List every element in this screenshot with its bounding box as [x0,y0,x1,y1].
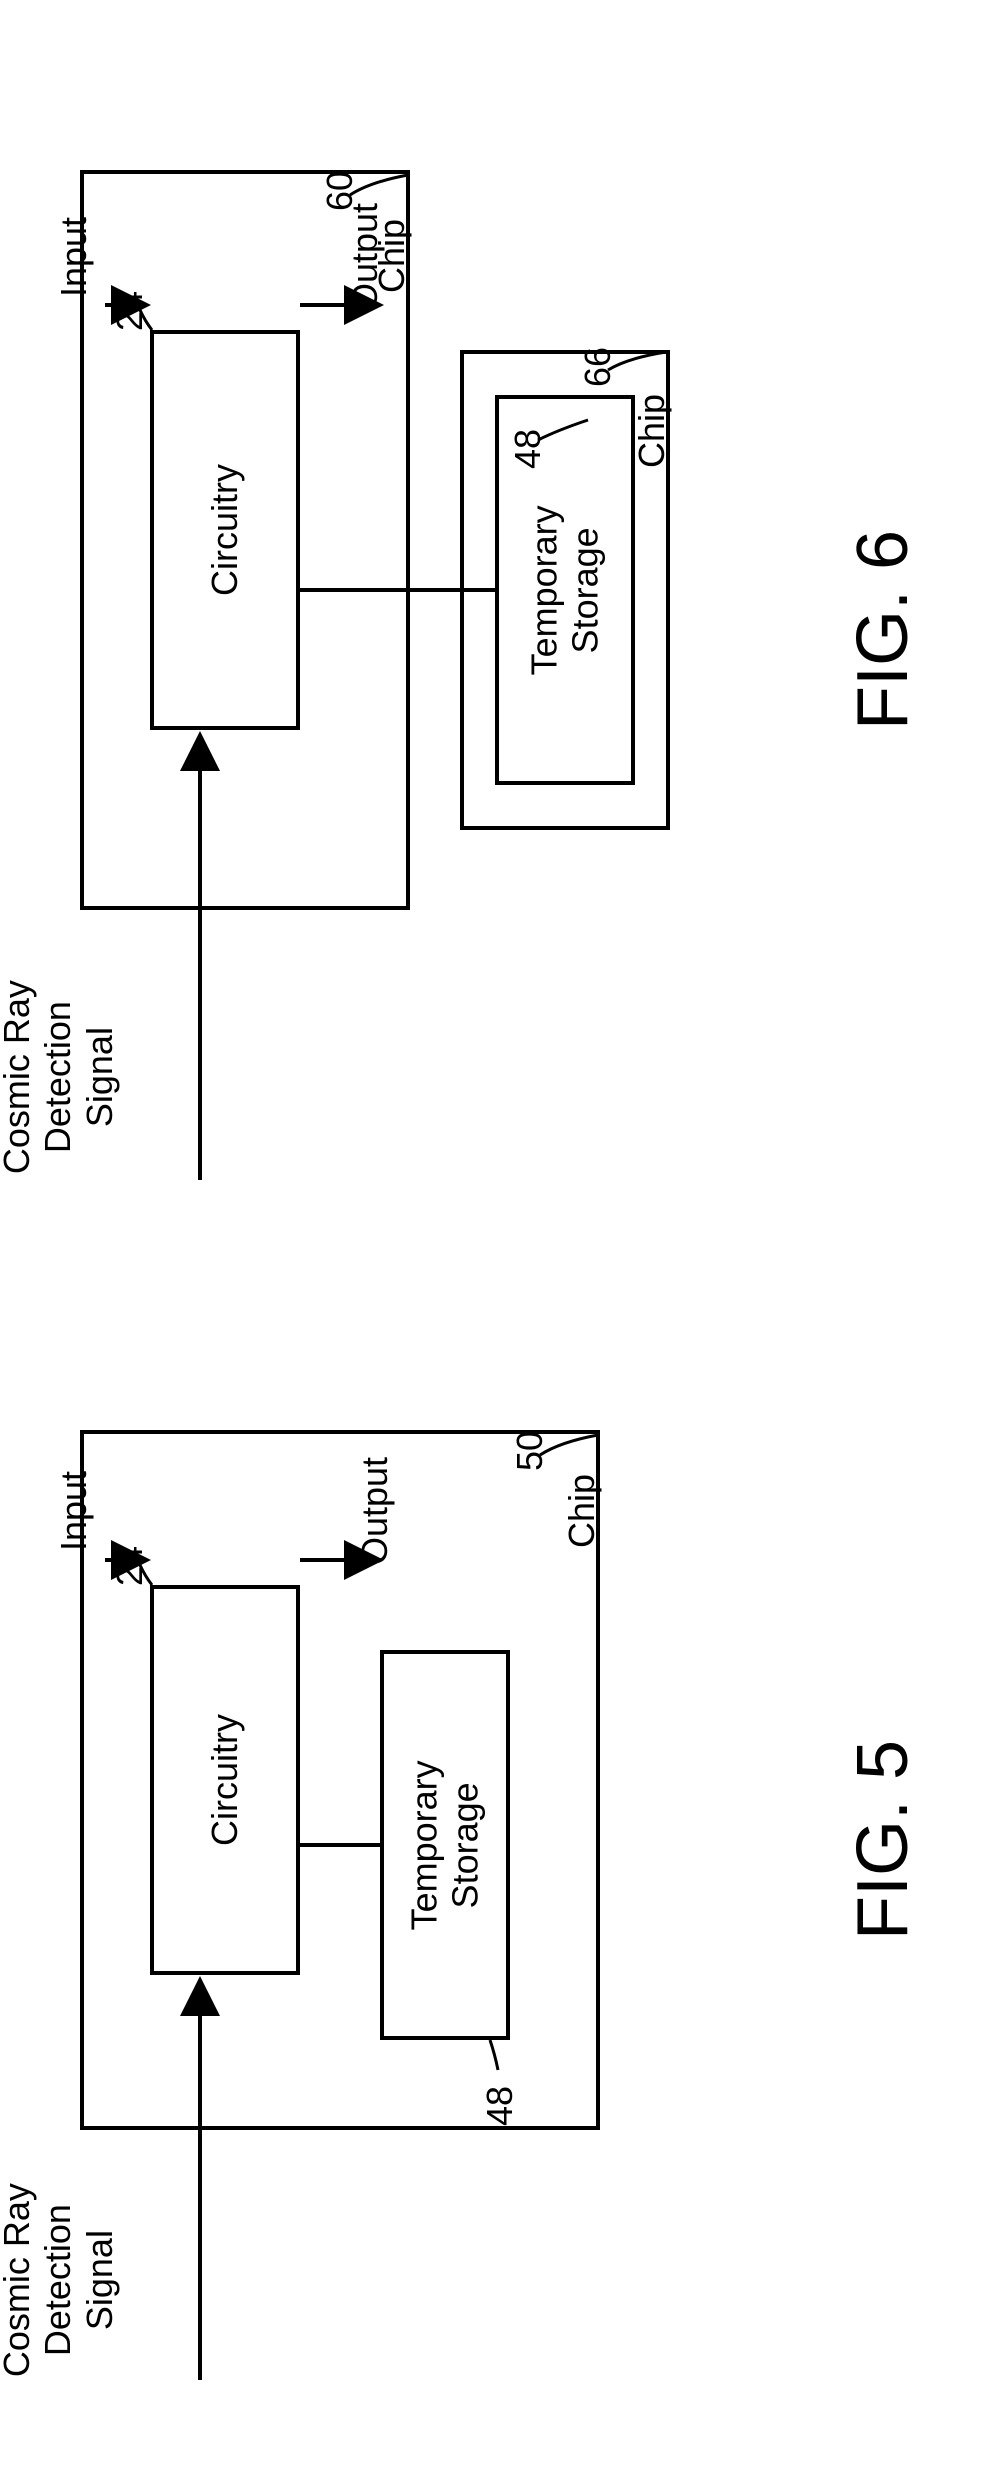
fig5-storage-label2: Storage [445,1760,486,1930]
fig6-signal-l3: Signal [79,947,120,1207]
fig5-output-label: Output [354,1441,396,1581]
fig6-signal-label: Cosmic Ray Detection Signal [0,947,120,1207]
fig5-storage-label-wrap: Temporary Storage [404,1760,487,1930]
fig6-ref-24: 24 [109,291,151,331]
fig5-ref-24: 24 [109,1546,151,1586]
fig5-caption: FIG. 5 [842,1740,924,1940]
fig6-ref-60: 60 [319,171,361,211]
fig6-ref-66: 66 [577,347,619,387]
fig6-diagram: Circuitry Temporary Storage Input Output… [20,40,653,1220]
fig5-circuitry-label: Circuitry [204,1714,246,1846]
fig6-chip-storage-label: Chip [631,381,673,481]
fig5-diagram: Circuitry Temporary Storage Input Output… [20,1280,653,2400]
fig5-circuitry-box: Circuitry [150,1585,300,1975]
fig5-ref-48: 48 [479,2086,521,2126]
fig5-ref-50: 50 [509,1431,551,1471]
figure-6: Circuitry Temporary Storage Input Output… [20,40,983,1220]
fig5-storage-label1: Temporary [404,1760,445,1930]
fig6-circuitry-box: Circuitry [150,330,300,730]
fig6-storage-label2: Storage [565,505,606,675]
fig5-signal-label: Cosmic Ray Detection Signal [0,2150,120,2410]
fig5-chip-label: Chip [561,1461,603,1561]
fig5-input-label: Input [53,1451,95,1571]
fig6-ref-48: 48 [507,429,549,469]
fig5-signal-l2: Detection [37,2150,78,2410]
fig6-circuitry-label: Circuitry [204,464,246,596]
fig5-signal-l3: Signal [79,2150,120,2410]
figure-5: Circuitry Temporary Storage Input Output… [20,1280,983,2400]
fig6-signal-l2: Detection [37,947,78,1207]
fig6-chip-main-label: Chip [371,206,413,306]
page: Circuitry Temporary Storage Input Output… [20,20,983,2446]
fig6-input-label: Input [53,197,95,317]
fig5-storage-box: Temporary Storage [380,1650,510,2040]
fig5-signal-l1: Cosmic Ray [0,2150,37,2410]
fig6-storage-label-wrap: Temporary Storage [524,505,607,675]
fig6-storage-label1: Temporary [524,505,565,675]
fig6-caption: FIG. 6 [842,530,924,730]
fig6-signal-l1: Cosmic Ray [0,947,37,1207]
